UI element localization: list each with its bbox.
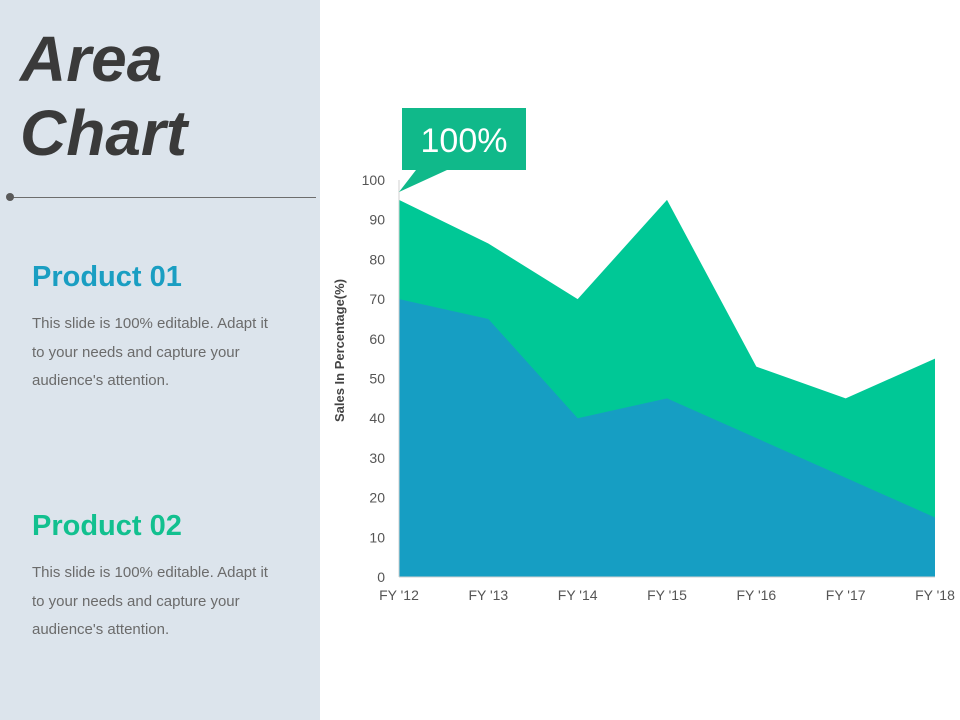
x-tick-label: FY '15 [647, 587, 687, 603]
product-01-heading: Product 01 [32, 261, 182, 293]
y-tick-label: 60 [369, 331, 385, 347]
x-tick-label: FY '14 [558, 587, 598, 603]
y-axis-title: Sales In Percentage(%) [332, 279, 347, 422]
title-divider [10, 197, 316, 198]
y-tick-label: 30 [369, 450, 385, 466]
x-tick-label: FY '12 [379, 587, 419, 603]
y-tick-label: 20 [369, 490, 385, 506]
left-panel: Area Chart Product 01 This slide is 100% … [0, 0, 320, 720]
callout-text: 100% [421, 122, 508, 160]
x-tick-labels: FY '12 FY '13 FY '14 FY '15 FY '16 FY '17 FY '… [379, 587, 955, 603]
callout-box [399, 108, 526, 192]
y-tick-label: 0 [377, 569, 385, 585]
value-callout: 100% [399, 108, 526, 192]
y-tick-label: 90 [369, 212, 385, 228]
y-tick-label: 50 [369, 371, 385, 387]
x-tick-label: FY '18 [915, 587, 955, 603]
x-tick-label: FY '13 [468, 587, 508, 603]
product-02-description: This slide is 100% editable. Adapt it to… [32, 564, 268, 638]
y-tick-label: 100 [362, 172, 386, 188]
x-tick-label: FY '17 [826, 587, 866, 603]
x-tick-label: FY '16 [736, 587, 776, 603]
y-tick-label: 80 [369, 251, 385, 267]
divider-dot [6, 193, 14, 201]
area-series-product-01 [399, 299, 935, 577]
y-tick-labels: 0 10 20 30 40 50 60 70 80 90 100 [362, 172, 386, 585]
slide-title-line-2: Chart [20, 97, 188, 169]
slide-title-line-1: Area [20, 23, 163, 95]
product-02-heading: Product 02 [32, 510, 182, 542]
y-tick-label: 70 [369, 291, 385, 307]
slide-title: Area Chart [20, 22, 187, 170]
product-01-description: This slide is 100% editable. Adapt it to… [32, 315, 268, 389]
y-tick-label: 10 [369, 529, 385, 545]
y-tick-label: 40 [369, 410, 385, 426]
chart-areas [399, 199, 935, 577]
